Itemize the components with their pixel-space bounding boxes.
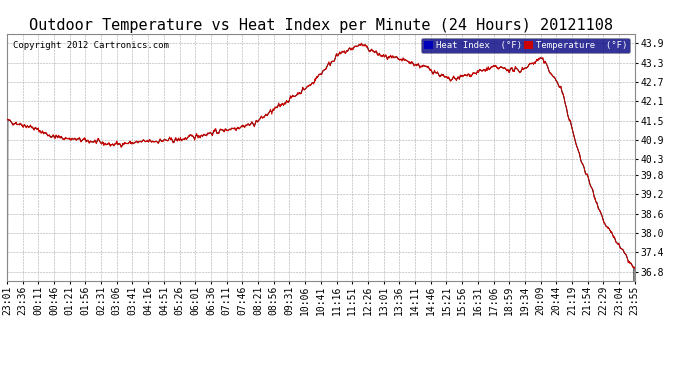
Legend: Heat Index  (°F), Temperature  (°F): Heat Index (°F), Temperature (°F): [422, 38, 630, 53]
Title: Outdoor Temperature vs Heat Index per Minute (24 Hours) 20121108: Outdoor Temperature vs Heat Index per Mi…: [29, 18, 613, 33]
Text: Copyright 2012 Cartronics.com: Copyright 2012 Cartronics.com: [13, 41, 169, 50]
